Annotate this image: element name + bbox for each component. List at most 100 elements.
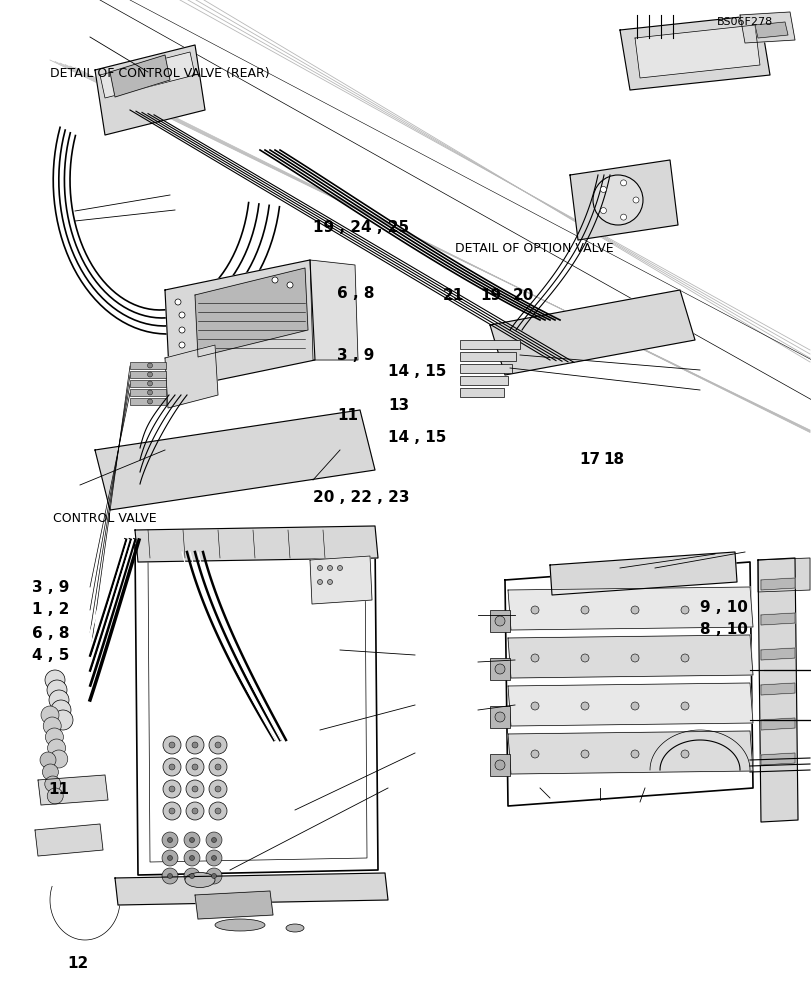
Text: 19 , 24 , 25: 19 , 24 , 25 [312, 221, 408, 235]
Polygon shape [100, 52, 195, 98]
Text: 18: 18 [603, 452, 624, 468]
Circle shape [45, 776, 61, 792]
Circle shape [186, 758, 204, 776]
Circle shape [215, 764, 221, 770]
Circle shape [630, 702, 638, 710]
Circle shape [630, 654, 638, 662]
Bar [130, 389, 165, 396]
Circle shape [206, 868, 221, 884]
Text: 20 , 22 , 23: 20 , 22 , 23 [312, 490, 409, 506]
Bar [460, 340, 519, 349]
Text: 13: 13 [388, 397, 409, 412]
Polygon shape [38, 775, 108, 805]
Bar [130, 380, 165, 387]
Text: 17: 17 [578, 452, 599, 468]
Circle shape [178, 312, 185, 318]
Circle shape [581, 702, 588, 710]
Polygon shape [504, 562, 752, 806]
Circle shape [581, 654, 588, 662]
Text: 21: 21 [442, 288, 463, 302]
Circle shape [633, 197, 638, 203]
Circle shape [327, 580, 332, 584]
Circle shape [620, 214, 626, 220]
Text: CONTROL VALVE: CONTROL VALVE [53, 512, 157, 524]
Polygon shape [508, 731, 752, 774]
Bar [489, 754, 509, 776]
Polygon shape [760, 613, 794, 625]
Polygon shape [165, 260, 315, 390]
Ellipse shape [215, 919, 264, 931]
Circle shape [40, 752, 56, 768]
Circle shape [53, 710, 73, 730]
Circle shape [45, 728, 63, 746]
Circle shape [680, 606, 689, 614]
Polygon shape [109, 55, 169, 97]
Polygon shape [760, 648, 794, 660]
Circle shape [41, 706, 59, 724]
Text: 20: 20 [513, 288, 534, 302]
Circle shape [49, 750, 67, 768]
Circle shape [530, 750, 539, 758]
Text: 1 , 2: 1 , 2 [32, 602, 70, 617]
Circle shape [169, 764, 175, 770]
Circle shape [599, 208, 606, 214]
Circle shape [530, 654, 539, 662]
Polygon shape [165, 345, 217, 408]
Circle shape [191, 808, 198, 814]
Bar [489, 658, 509, 680]
Circle shape [45, 670, 65, 690]
Circle shape [630, 750, 638, 758]
Text: DETAIL OF OPTION VALVE: DETAIL OF OPTION VALVE [454, 241, 612, 254]
Circle shape [167, 874, 172, 879]
Text: 4 , 5: 4 , 5 [32, 648, 70, 664]
Circle shape [317, 566, 322, 570]
Circle shape [148, 390, 152, 395]
Circle shape [599, 186, 606, 192]
Circle shape [162, 832, 178, 848]
Text: 11: 11 [49, 782, 70, 798]
Circle shape [327, 566, 332, 570]
Bar [460, 364, 512, 373]
Circle shape [163, 802, 181, 820]
Polygon shape [95, 410, 375, 510]
Circle shape [169, 742, 175, 748]
Circle shape [178, 342, 185, 348]
Ellipse shape [285, 924, 303, 932]
Circle shape [495, 712, 504, 722]
Polygon shape [634, 25, 759, 78]
Text: 14 , 15: 14 , 15 [388, 364, 446, 379]
Circle shape [175, 299, 181, 305]
Polygon shape [569, 160, 677, 240]
Polygon shape [115, 873, 388, 905]
Circle shape [47, 788, 63, 804]
Circle shape [184, 868, 200, 884]
Text: 3 , 9: 3 , 9 [32, 580, 70, 594]
Circle shape [43, 717, 61, 735]
Bar [489, 706, 509, 728]
Polygon shape [195, 891, 272, 919]
Text: 11: 11 [337, 408, 358, 422]
Circle shape [215, 786, 221, 792]
Circle shape [189, 856, 195, 860]
Circle shape [211, 856, 217, 860]
Circle shape [178, 327, 185, 333]
Polygon shape [310, 556, 371, 604]
Polygon shape [135, 526, 378, 562]
Bar [489, 610, 509, 632]
Circle shape [47, 680, 67, 700]
Text: 19: 19 [480, 288, 501, 302]
Circle shape [206, 832, 221, 848]
Bar [460, 352, 515, 361]
Circle shape [208, 780, 227, 798]
Circle shape [191, 764, 198, 770]
Circle shape [42, 764, 58, 780]
Polygon shape [754, 22, 787, 38]
Circle shape [184, 850, 200, 866]
Polygon shape [620, 15, 769, 90]
Circle shape [148, 399, 152, 404]
Circle shape [186, 802, 204, 820]
Circle shape [51, 700, 71, 720]
Circle shape [630, 606, 638, 614]
Polygon shape [760, 683, 794, 695]
Text: 3 , 9: 3 , 9 [337, 348, 374, 362]
